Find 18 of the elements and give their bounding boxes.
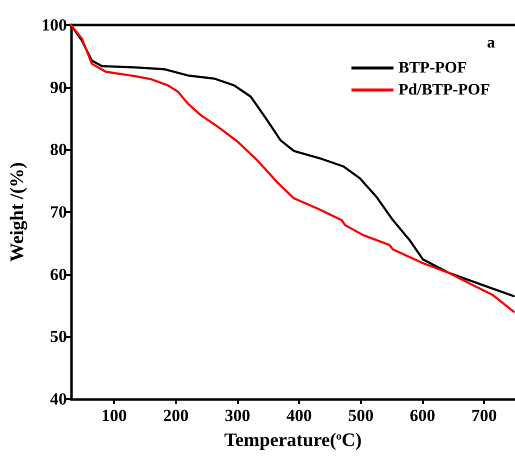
annotation: a (487, 34, 495, 52)
x-tick-label: 100 (101, 406, 127, 425)
x-tick-label: 300 (224, 406, 250, 425)
y-axis-title: Weight /(%) (7, 162, 28, 262)
y-tick-label: 100 (42, 16, 67, 34)
x-tick-label: 700 (471, 406, 497, 425)
legend-label: BTP-POF (398, 60, 468, 76)
y-tick-label: 50 (50, 327, 67, 346)
y-tick-label: 90 (50, 78, 67, 97)
x-tick-label: 500 (348, 406, 374, 425)
y-tick-label: 80 (50, 140, 67, 160)
x-tick-label: 200 (163, 406, 189, 425)
y-tick-label: 40 (50, 390, 67, 408)
y-tick-label: 60 (50, 264, 67, 284)
y-tick-label: 70 (50, 202, 67, 222)
legend-label: Pd/BTP-POF (398, 82, 490, 98)
x-tick-label: 600 (410, 406, 436, 425)
x-tick-label: 400 (286, 406, 312, 425)
